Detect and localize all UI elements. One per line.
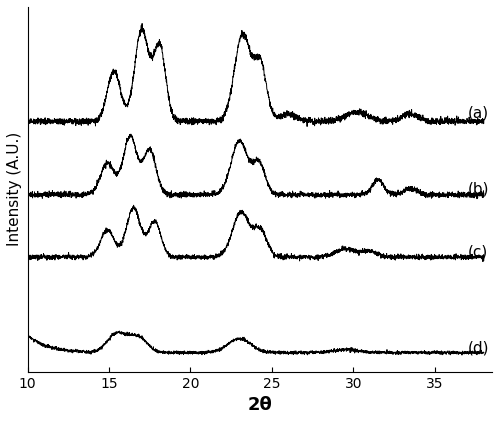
Y-axis label: Intensity (A.U.): Intensity (A.U.) bbox=[7, 132, 22, 246]
Text: (b): (b) bbox=[468, 181, 489, 196]
Text: (c): (c) bbox=[468, 245, 488, 259]
Text: (a): (a) bbox=[468, 106, 488, 120]
Text: (d): (d) bbox=[468, 341, 489, 356]
X-axis label: 2θ: 2θ bbox=[248, 396, 272, 414]
